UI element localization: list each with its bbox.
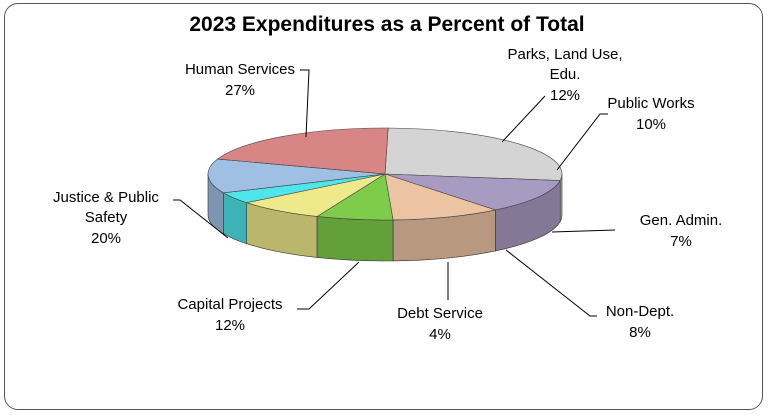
- slice-label-justice-public-safety: Safety: [85, 209, 128, 226]
- slice-label-capital-projects: Capital Projects: [177, 296, 282, 313]
- leader-line-public-works: [556, 113, 608, 171]
- slice-percent-non-dept: 8%: [629, 324, 651, 341]
- slice-percent-capital-projects: 12%: [215, 317, 245, 334]
- slice-label-justice-public-safety: Justice & Public: [53, 189, 159, 206]
- slice-labels: Human Services 27% Parks, Land Use, Edu. 12%…: [53, 46, 722, 343]
- pie-slice-public-works: [384, 173, 497, 221]
- leader-line-human-services: [300, 69, 310, 138]
- pie-slice-justice-public-safety: [216, 127, 389, 175]
- pie-slice-parks-land-use-edu: [384, 173, 561, 211]
- leader-line-capital-projects: [297, 261, 360, 310]
- slice-label-non-dept: Non-Dept.: [606, 303, 674, 320]
- leader-line-non-dept: [505, 249, 597, 317]
- pie-top-layer: [207, 127, 563, 221]
- slice-label-human-services: Human Services: [185, 61, 295, 78]
- slice-label-gen-admin: Gen. Admin.: [640, 212, 723, 229]
- slice-percent-gen-admin: 7%: [670, 233, 692, 250]
- leader-line-justice-public-safety: [173, 199, 229, 239]
- leader-line-parks-land-use-edu: [501, 95, 546, 143]
- slice-label-parks-land-use-edu: Edu.: [550, 66, 581, 83]
- pie-slice-human-services: [384, 127, 563, 181]
- pie-slice-non-dept: [245, 173, 386, 217]
- pie-slice-capital-projects: [207, 158, 386, 194]
- slice-percent-human-services: 27%: [225, 82, 255, 99]
- slice-percent-parks-land-use-edu: 12%: [550, 87, 580, 104]
- slice-label-debt-service: Debt Service: [397, 305, 483, 322]
- leader-lines: [173, 69, 616, 317]
- slice-percent-debt-service: 4%: [429, 326, 451, 343]
- slice-percent-justice-public-safety: 20%: [91, 230, 121, 247]
- chart-title: 2023 Expenditures as a Percent of Total: [189, 13, 584, 36]
- slice-percent-public-works: 10%: [636, 116, 666, 133]
- slice-label-parks-land-use-edu: Parks, Land Use,: [507, 46, 622, 63]
- leader-line-gen-admin: [551, 229, 616, 233]
- slice-label-public-works: Public Works: [607, 95, 694, 112]
- pie-wall-gen-admin: [316, 216, 394, 262]
